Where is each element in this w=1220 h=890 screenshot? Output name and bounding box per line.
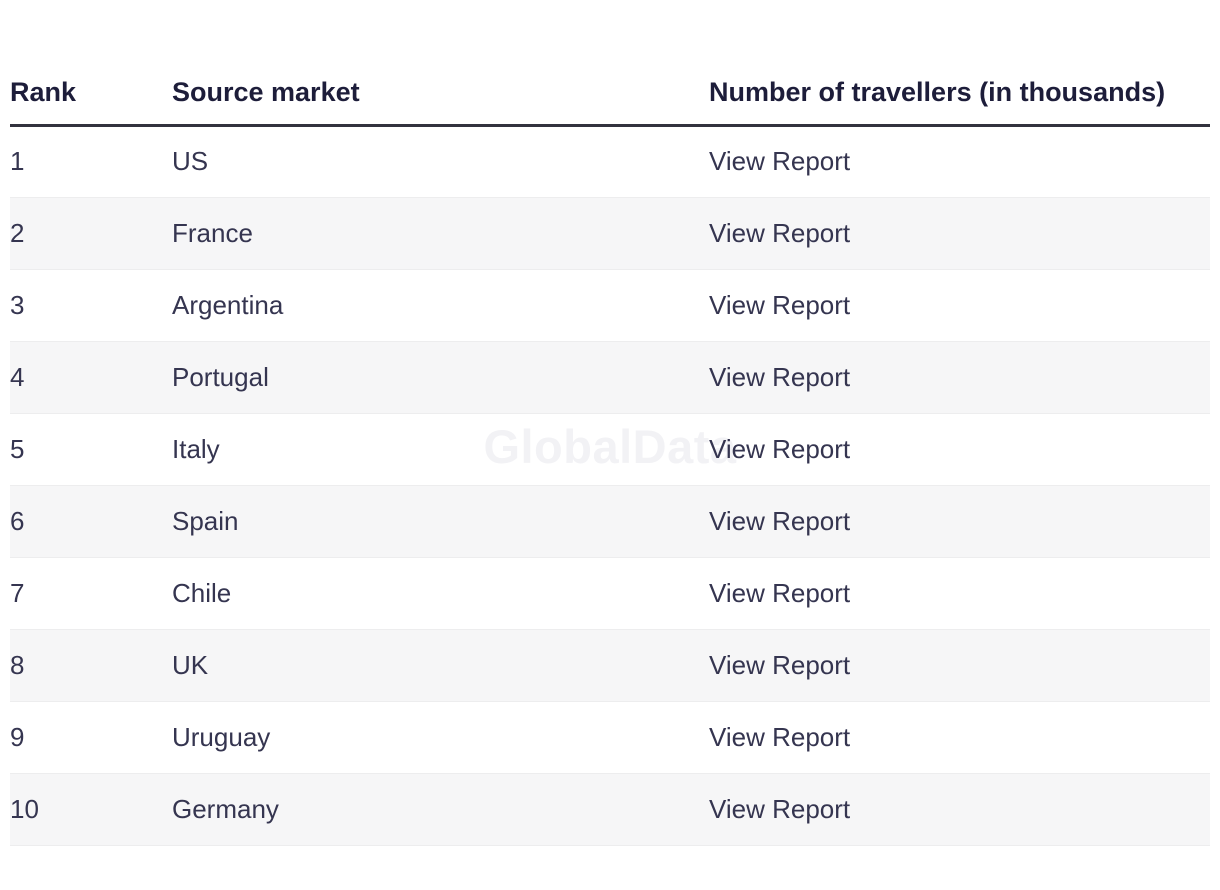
table-row: 2 France View Report xyxy=(10,197,1210,269)
rank-cell: 10 xyxy=(10,793,39,824)
table-row: 1 US View Report xyxy=(10,125,1210,197)
rank-cell: 7 xyxy=(10,577,25,608)
table-body: 1 US View Report 2 France View Report 3 Argenti… xyxy=(10,125,1210,845)
source-market-table: Rank Source market Number of travellers … xyxy=(10,61,1210,846)
source-market-cell: Spain xyxy=(172,505,239,536)
globaldata-watermark: GlobalData xyxy=(483,420,737,473)
travellers-cell: View Report xyxy=(709,341,1210,413)
rank-cell: 6 xyxy=(10,505,25,536)
travellers-cell: View Report xyxy=(709,197,1210,269)
travellers-cell: View Report xyxy=(709,269,1210,341)
view-report-link[interactable]: View Report xyxy=(709,146,851,176)
view-report-link[interactable]: View Report xyxy=(709,361,851,392)
view-report-link[interactable]: View Report xyxy=(709,289,851,320)
table-header-row: Rank Source market Number of travellers … xyxy=(10,61,1210,127)
view-report-link[interactable]: View Report xyxy=(709,217,851,248)
view-report-link[interactable]: View Report xyxy=(709,433,851,464)
rank-cell: 8 xyxy=(10,649,25,680)
view-report-link[interactable]: View Report xyxy=(709,577,851,608)
table-row: 8 UK View Report xyxy=(10,629,1210,701)
rank-cell: 4 xyxy=(10,361,25,392)
view-report-link[interactable]: View Report xyxy=(709,505,851,536)
rank-cell: 5 xyxy=(10,433,25,464)
view-report-link[interactable]: View Report xyxy=(709,721,851,752)
travellers-cell: View Report xyxy=(709,557,1210,629)
table-row: 9 Uruguay View Report xyxy=(10,701,1210,773)
table-row: 7 Chile View Report xyxy=(10,557,1210,629)
source-market-cell: Chile xyxy=(172,577,232,608)
table-row: 3 Argentina View Report xyxy=(10,269,1210,341)
rank-cell: 2 xyxy=(10,217,25,248)
table-header: Rank Source market Number of travellers … xyxy=(10,61,1210,127)
source-market-cell: US xyxy=(172,146,209,176)
travellers-cell: View Report xyxy=(709,413,1210,485)
source-market-cell: Argentina xyxy=(172,289,284,320)
rank-cell: 3 xyxy=(10,289,25,320)
rank-cell: 1 xyxy=(10,146,25,176)
column-header-rank: Rank xyxy=(10,61,172,127)
source-market-cell: France xyxy=(172,217,253,248)
table-row: 6 Spain View Report xyxy=(10,485,1210,557)
source-market-cell: Italy xyxy=(172,433,220,464)
source-market-cell: Portugal xyxy=(172,361,269,392)
source-market-cell: Germany xyxy=(172,793,279,824)
travellers-cell: View Report xyxy=(709,125,1210,197)
table-row: 10 Germany View Report xyxy=(10,773,1210,845)
rank-cell: 9 xyxy=(10,721,25,752)
travellers-cell: View Report xyxy=(709,485,1210,557)
source-market-cell: Uruguay xyxy=(172,721,271,752)
column-header-number-of-travellers: Number of travellers (in thousands) xyxy=(709,61,1210,127)
view-report-link[interactable]: View Report xyxy=(709,793,851,824)
table-row: 4 Portugal View Report xyxy=(10,341,1210,413)
travellers-cell: View Report xyxy=(709,629,1210,701)
travellers-cell: View Report xyxy=(709,773,1210,845)
source-market-cell: UK xyxy=(172,649,209,680)
travellers-cell: View Report xyxy=(709,701,1210,773)
column-header-source-market: Source market xyxy=(172,61,709,127)
view-report-link[interactable]: View Report xyxy=(709,649,851,680)
table-row: 5 Italy View Report xyxy=(10,413,1210,485)
